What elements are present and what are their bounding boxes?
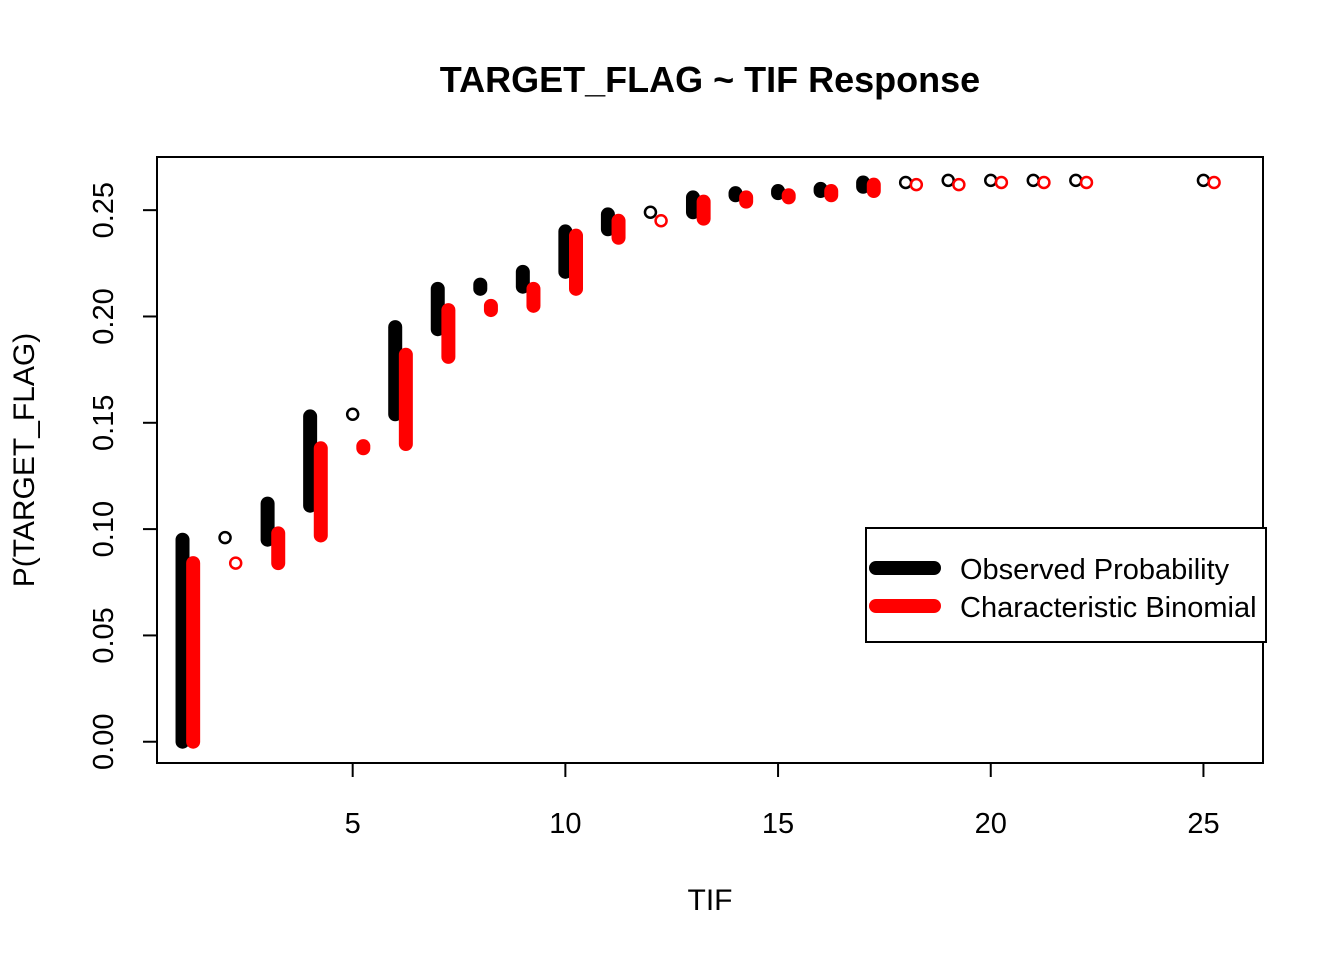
y-tick-label: 0.10 (88, 501, 120, 557)
x-tick-label: 15 (762, 808, 794, 840)
x-axis-label: TIF (688, 884, 733, 917)
y-tick-label: 0.00 (88, 714, 120, 770)
y-tick-label: 0.25 (88, 182, 120, 238)
data-point (1026, 173, 1041, 188)
data-point (1079, 175, 1094, 190)
y-axis: 0.00 0.05 0.10 0.15 0.20 0.25 (88, 182, 158, 770)
data-point (909, 177, 924, 192)
x-tick-label: 20 (975, 808, 1007, 840)
y-tick-label: 0.05 (88, 607, 120, 663)
y-tick-label: 0.15 (88, 395, 120, 451)
data-marks (175, 173, 1221, 749)
chart-title: TARGET_FLAG ~ TIF Response (440, 59, 980, 100)
data-point (1037, 175, 1051, 190)
data-point (941, 173, 955, 188)
data-point (898, 175, 913, 190)
data-point (984, 173, 998, 188)
x-axis: 5 10 15 20 25 (345, 762, 1220, 840)
data-point (994, 175, 1009, 190)
y-tick-label: 0.20 (88, 288, 120, 344)
legend: Observed Probability Characteristic Bino… (865, 527, 1267, 643)
series-binomial (186, 175, 1221, 749)
legend-label-binomial: Characteristic Binomial (960, 592, 1257, 624)
y-axis-label: P(TARGET_FLAG) (8, 333, 41, 587)
legend-label-observed: Observed Probability (960, 554, 1230, 586)
data-point (1196, 173, 1211, 188)
data-point (218, 530, 232, 545)
data-point (345, 407, 360, 422)
data-point (643, 205, 658, 220)
x-tick-label: 25 (1187, 808, 1219, 840)
data-point (1069, 173, 1083, 188)
data-point (1207, 175, 1221, 190)
data-point (228, 556, 243, 570)
x-tick-label: 10 (549, 808, 581, 840)
x-tick-label: 5 (345, 808, 361, 840)
data-point (654, 214, 668, 228)
data-point (952, 177, 966, 192)
series-observed (175, 173, 1211, 749)
legend-box (865, 527, 1267, 643)
